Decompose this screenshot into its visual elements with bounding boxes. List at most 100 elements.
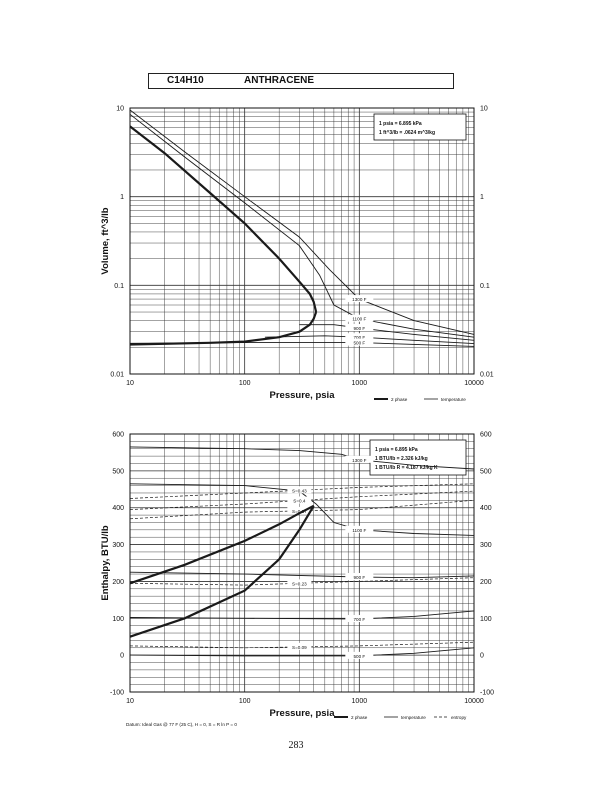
y-tick-label-right: 1: [480, 194, 484, 201]
x-tick-label: 100: [239, 698, 251, 705]
page-number: 283: [288, 740, 304, 751]
saturation-curve-vapor: [129, 125, 318, 313]
y-tick-label-left: 10: [116, 106, 124, 113]
saturation-curve-vapor: [129, 504, 315, 585]
y-tick-label-right: -100: [480, 690, 494, 697]
legend-label: temperature: [401, 715, 426, 720]
x-tick-label: 1000: [352, 380, 368, 387]
legend-label: entropy: [451, 715, 467, 720]
isotherm-label: 700 F: [353, 617, 365, 622]
y-tick-label-right: 600: [480, 432, 492, 439]
grid-lines: [129, 433, 474, 693]
isotherm-label-bg: [345, 525, 374, 533]
conversion-note: 1 BTU/lb = 2.326 kJ/kg: [375, 456, 428, 462]
y-tick-label-right: 0.01: [480, 372, 494, 379]
isotherm-line: [299, 324, 475, 341]
chart-title-box: C14H10 ANTHRACENE: [148, 73, 454, 89]
y-tick-label-left: 1: [120, 194, 124, 201]
isotherm-label: 500 F: [353, 654, 365, 659]
conversion-note: 1 psia = 6.895 kPa: [379, 121, 422, 127]
isotherm-label-bg: [345, 338, 374, 346]
entropy-label-bg: [287, 496, 312, 504]
y-tick-label-right: 200: [480, 579, 492, 586]
y-axis-label: Volume, ft^3/lb: [100, 207, 111, 274]
conversion-note-box: [373, 113, 467, 141]
legend-label: temperature: [441, 397, 466, 402]
isotherm-label-bg: [345, 573, 374, 581]
isotherm-label: 1100 F: [352, 528, 366, 533]
x-tick-label: 100: [239, 380, 251, 387]
plot-frame: [129, 433, 475, 693]
isotherm-label: 1300 F: [352, 297, 366, 302]
isotherm-label-bg: [345, 324, 374, 332]
isotherm-label-bg: [345, 314, 374, 322]
conversion-note-box: [369, 439, 467, 476]
y-tick-label-right: 500: [480, 468, 492, 475]
chart-title-name: ANTHRACENE: [244, 75, 314, 86]
plot-frame: [129, 107, 475, 375]
isotherm-label-bg: [345, 295, 374, 303]
isotherm-line: [129, 109, 475, 335]
x-axis-label: Pressure, psia: [270, 708, 336, 719]
y-tick-label-left: 200: [112, 579, 124, 586]
datum-note: Datum: Ideal Gas @ 77 F (25 C), H = 0, S…: [126, 722, 237, 727]
y-tick-label-left: 0.1: [114, 283, 124, 290]
isotherm-line: [129, 113, 475, 338]
isotherm-line: [129, 483, 475, 536]
isotherm-label: 500 F: [353, 341, 365, 346]
isotherm-label-bg: [345, 615, 374, 623]
x-tick-label: 10: [126, 698, 134, 705]
isotherm-label: 1300 F: [352, 458, 366, 463]
isotherm-line: [129, 571, 475, 579]
entropy-label: S=0.37: [292, 509, 307, 514]
isotherm-label-bg: [345, 455, 374, 463]
saturation-curve-liquid: [129, 505, 315, 638]
y-tick-label-left: 500: [112, 468, 124, 475]
y-tick-label-right: 400: [480, 505, 492, 512]
entropy-label-bg: [287, 506, 312, 514]
grid-lines: [129, 108, 474, 375]
isotherm-label-bg: [345, 651, 374, 659]
y-tick-label-left: 100: [112, 616, 124, 623]
entropy-label: S=0.09: [292, 645, 307, 650]
x-tick-label: 1000: [352, 698, 368, 705]
entropy-label-bg: [287, 486, 312, 494]
y-axis-label: Enthalpy, BTU/lb: [100, 525, 111, 600]
isotherm-label: 1100 F: [352, 317, 366, 322]
y-tick-label-left: 600: [112, 432, 124, 439]
y-tick-label-left: 400: [112, 505, 124, 512]
y-tick-label-right: 10: [480, 106, 488, 113]
isotherm-label: 900 F: [353, 575, 365, 580]
isotherm-label: 700 F: [353, 335, 365, 340]
x-tick-label: 10: [126, 380, 134, 387]
y-tick-label-left: -100: [110, 690, 124, 697]
entropy-label: S=0.23: [292, 581, 307, 586]
two-phase-dome: [129, 504, 315, 638]
two-phase-dome: [129, 125, 318, 346]
conversion-note: 1 BTU/lb R = 4.187 kJ/kg K: [375, 465, 438, 471]
isotherm-label-bg: [345, 333, 374, 341]
y-tick-label-right: 0.1: [480, 283, 490, 290]
saturation-curve-liquid: [129, 311, 318, 346]
entropy-label: S=0.4: [293, 498, 306, 503]
entropy-label-bg: [287, 642, 312, 650]
entropy-label-bg: [287, 579, 312, 587]
isotherm-line: [129, 610, 475, 620]
isotherm-label: 900 F: [353, 326, 365, 331]
y-tick-label-left: 0.01: [110, 372, 124, 379]
legend-label: 2 phase: [351, 715, 368, 720]
y-tick-label-right: 0: [480, 653, 484, 660]
legend-label: 2 phase: [391, 397, 408, 402]
isotherm-line: [129, 446, 475, 470]
y-tick-label-left: 0: [120, 653, 124, 660]
y-tick-label-right: 300: [480, 542, 492, 549]
x-axis-label: Pressure, psia: [270, 390, 336, 401]
entropy-label: S=0.43: [292, 488, 307, 493]
chart-title-formula: C14H10: [167, 75, 204, 86]
conversion-note: 1 ft^3/lb = .0624 m^3/kg: [379, 130, 435, 136]
temperature-lines: [129, 109, 475, 347]
y-tick-label-left: 300: [112, 542, 124, 549]
